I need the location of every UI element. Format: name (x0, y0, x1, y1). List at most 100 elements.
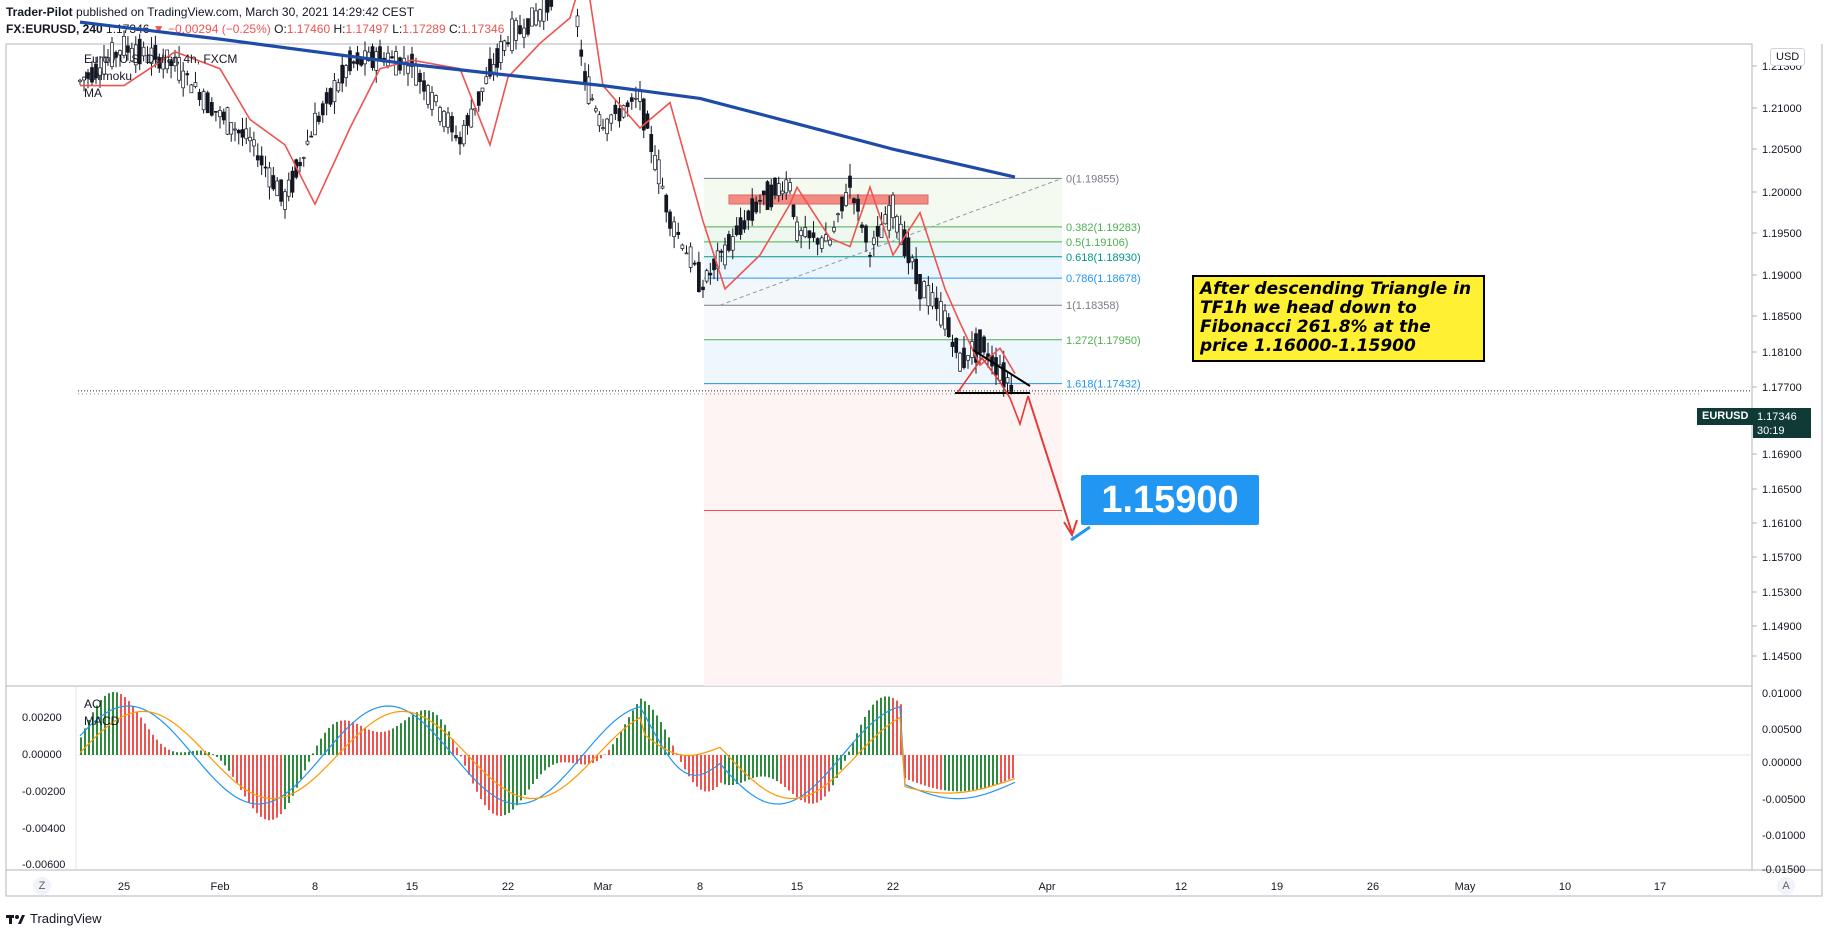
publish-info: published on TradingView.com, March 30, … (76, 5, 415, 19)
histogram-bar (320, 738, 322, 755)
histogram-bar (276, 755, 278, 818)
legend-ao[interactable]: AO (84, 697, 102, 711)
histogram-bar (372, 730, 374, 755)
histogram-bar (564, 755, 566, 763)
histogram-bar (448, 731, 450, 755)
fib-level-label: 0(1.19855) (1066, 173, 1119, 185)
candle-body (259, 155, 264, 166)
price-tick-label: 1.15700 (1762, 552, 1802, 564)
candle-body (586, 76, 591, 104)
histogram-bar (348, 720, 350, 755)
time-tick-label: Apr (1038, 881, 1055, 893)
candle-body (918, 273, 922, 300)
candle-body (758, 199, 762, 202)
time-tick-label: 15 (406, 881, 418, 893)
histogram-bar (92, 712, 94, 755)
candle-body (938, 301, 943, 326)
histogram-bar (968, 755, 970, 791)
histogram-bar (464, 755, 466, 766)
auto-scale-button[interactable]: A (1777, 877, 1795, 895)
candle-body (895, 216, 899, 233)
legend-ma[interactable]: MA (84, 86, 102, 100)
histogram-bar (580, 755, 582, 765)
candle-body (484, 76, 489, 84)
histogram-bar (328, 727, 330, 755)
candle-body (597, 114, 602, 127)
target-price-label[interactable]: 1.15900 (1081, 475, 1259, 525)
candle-body (807, 230, 812, 239)
candle-body (605, 118, 609, 135)
candle-body (1009, 384, 1014, 392)
ao-tick-label: 0.00000 (1762, 757, 1802, 769)
histogram-bar (684, 755, 686, 770)
candle-body (688, 246, 693, 268)
low-label: L: (392, 22, 403, 36)
histogram-bar (804, 755, 806, 803)
candle-body (461, 124, 466, 145)
candle-body (922, 281, 927, 299)
histogram-bar (760, 755, 762, 777)
candle-body (145, 55, 150, 63)
currency-badge[interactable]: USD (1770, 48, 1806, 66)
time-tick-label: Mar (594, 881, 613, 893)
fib-level-label: 1.618(1.17432) (1066, 379, 1141, 391)
time-tick-label: 26 (1367, 881, 1379, 893)
time-tick-label: 17 (1654, 881, 1666, 893)
histogram-bar (484, 755, 486, 806)
histogram-bar (948, 755, 950, 791)
histogram-bar (796, 755, 798, 798)
close-value: 1.17346 (461, 22, 505, 36)
candle-body (422, 80, 426, 92)
price-change: −0.00294 (−0.25%) (168, 22, 271, 36)
candle-body (324, 92, 329, 104)
histogram-bar (160, 743, 162, 755)
candle-body (958, 352, 962, 372)
candle-body (906, 237, 911, 264)
footer-brand[interactable]: TradingView (6, 911, 102, 926)
low-value: 1.17289 (402, 22, 446, 36)
legend-ichimoku[interactable]: Ichimoku (84, 69, 133, 83)
histogram-bar (392, 728, 394, 755)
candle-body (653, 154, 657, 170)
histogram-bar (104, 695, 106, 755)
moving-average-line (79, 20, 1016, 179)
candle-body (271, 175, 276, 190)
candle-body (914, 258, 918, 285)
histogram-bar (332, 724, 334, 755)
candle-body (641, 98, 646, 131)
histogram-bar (940, 755, 942, 790)
candle-body (625, 102, 630, 107)
candle-body (769, 184, 774, 208)
candle-body (998, 364, 1002, 381)
candle-body (275, 180, 280, 197)
histogram-bar (756, 755, 758, 778)
candle-body (267, 167, 272, 188)
histogram-bar (340, 720, 342, 755)
candle-body (629, 97, 634, 102)
candle-body (340, 64, 345, 84)
candle-body (860, 224, 864, 228)
time-tick-label: 25 (118, 881, 130, 893)
histogram-bar (556, 755, 558, 764)
author-name[interactable]: Trader-Pilot (6, 5, 73, 19)
histogram-bar (380, 732, 382, 755)
histogram-bar (420, 710, 422, 755)
histogram-bar (960, 755, 962, 792)
histogram-bar (204, 750, 206, 755)
histogram-bar (428, 710, 430, 755)
ao-tick-label: 0.01000 (1762, 688, 1802, 700)
candle-body (601, 127, 605, 129)
candle-body (244, 128, 249, 140)
histogram-bar (860, 724, 862, 755)
triangle-upper-line (972, 349, 1031, 387)
candle-body (498, 41, 503, 63)
zoom-button[interactable]: Z (33, 877, 51, 895)
candle-body (161, 56, 166, 70)
candle-body (575, 15, 580, 28)
histogram-bar (440, 719, 442, 755)
candle-body (883, 214, 888, 225)
histogram-bar (840, 755, 842, 770)
annotation-box[interactable]: After descending Triangle in TF1h we hea… (1192, 275, 1485, 362)
legend-macd[interactable]: MACD (84, 714, 120, 728)
